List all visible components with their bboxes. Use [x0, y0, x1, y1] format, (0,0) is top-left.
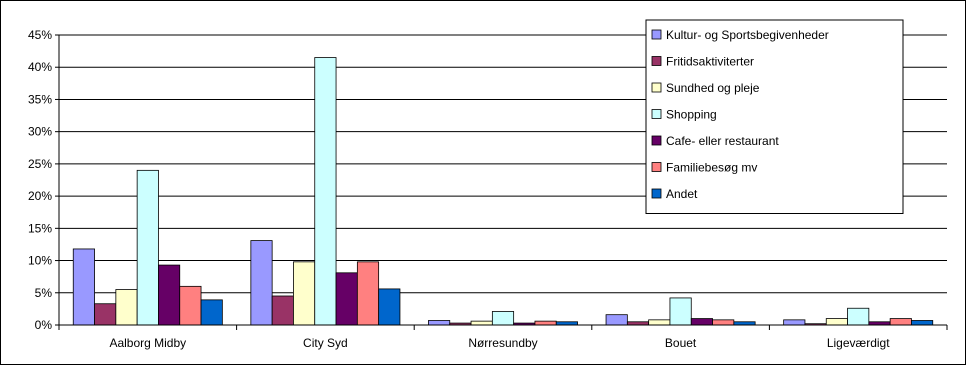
y-tick-label: 15% [28, 221, 52, 235]
legend-swatch [651, 162, 662, 172]
x-tick-label: Nørresundby [468, 336, 537, 350]
y-tick-label: 25% [28, 157, 52, 171]
bar [271, 295, 294, 326]
bar [847, 307, 870, 326]
legend: Kultur- og Sportsbegivenheder Fritidsakti… [645, 19, 904, 214]
bar [534, 320, 557, 326]
y-tick-label: 45% [28, 28, 52, 42]
bar [669, 297, 692, 326]
legend-box [645, 19, 904, 214]
bar [605, 314, 628, 326]
bar [648, 319, 671, 326]
bar [889, 318, 912, 326]
legend-swatch [651, 135, 662, 146]
legend-label: Andet [666, 187, 698, 201]
bar [314, 57, 337, 326]
bar [825, 318, 848, 326]
bar [378, 288, 401, 326]
x-tick-label: City Syd [303, 336, 348, 350]
y-tick-label: 10% [28, 254, 52, 268]
y-tick-label: 5% [35, 286, 53, 300]
legend-swatch [651, 56, 662, 66]
bar [179, 285, 202, 326]
y-tick-label: 0% [35, 318, 53, 332]
y-tick-label: 35% [28, 92, 52, 106]
gridlines [59, 34, 947, 294]
bar [491, 311, 515, 326]
legend-label: Shopping [666, 108, 717, 122]
y-tick-label: 20% [28, 189, 52, 203]
bar [783, 319, 806, 326]
legend-swatch [651, 29, 662, 40]
bar [356, 261, 380, 326]
x-tick-label: Ligeværdigt [827, 336, 890, 350]
legend-label: Fritidsaktiviterter [666, 55, 754, 69]
bar [115, 289, 138, 326]
y-tick-label: 40% [28, 60, 52, 74]
bar [200, 299, 223, 326]
bar [690, 318, 713, 326]
y-axis: 0% 5% 10% 15% 20% 25% 30% 35% 40% 45% [28, 28, 60, 332]
x-axis: Aalborg Midby City Syd Nørresundby Bouet Lig… [58, 324, 948, 350]
y-tick-label: 30% [28, 125, 52, 139]
bar [72, 248, 95, 326]
bar [250, 240, 273, 326]
legend-label: Cafe- eller restaurant [666, 134, 779, 148]
bar [911, 320, 934, 326]
legend-label: Sundhed og pleje [666, 81, 760, 95]
bar [158, 264, 181, 326]
bar [335, 272, 358, 326]
x-tick-label: Bouet [665, 336, 697, 350]
bar [136, 169, 159, 326]
bar [94, 303, 117, 326]
x-tick-label: Aalborg Midby [109, 336, 186, 350]
legend-label: Kultur- og Sportsbegivenheder [666, 28, 829, 42]
legend-label: Familiebesøg mv [666, 161, 757, 175]
legend-swatch [651, 188, 662, 199]
legend-swatch [651, 109, 662, 119]
bar [712, 319, 735, 326]
bar [293, 261, 316, 326]
bar [470, 320, 493, 326]
bar [428, 320, 451, 326]
legend-swatch [651, 82, 662, 93]
